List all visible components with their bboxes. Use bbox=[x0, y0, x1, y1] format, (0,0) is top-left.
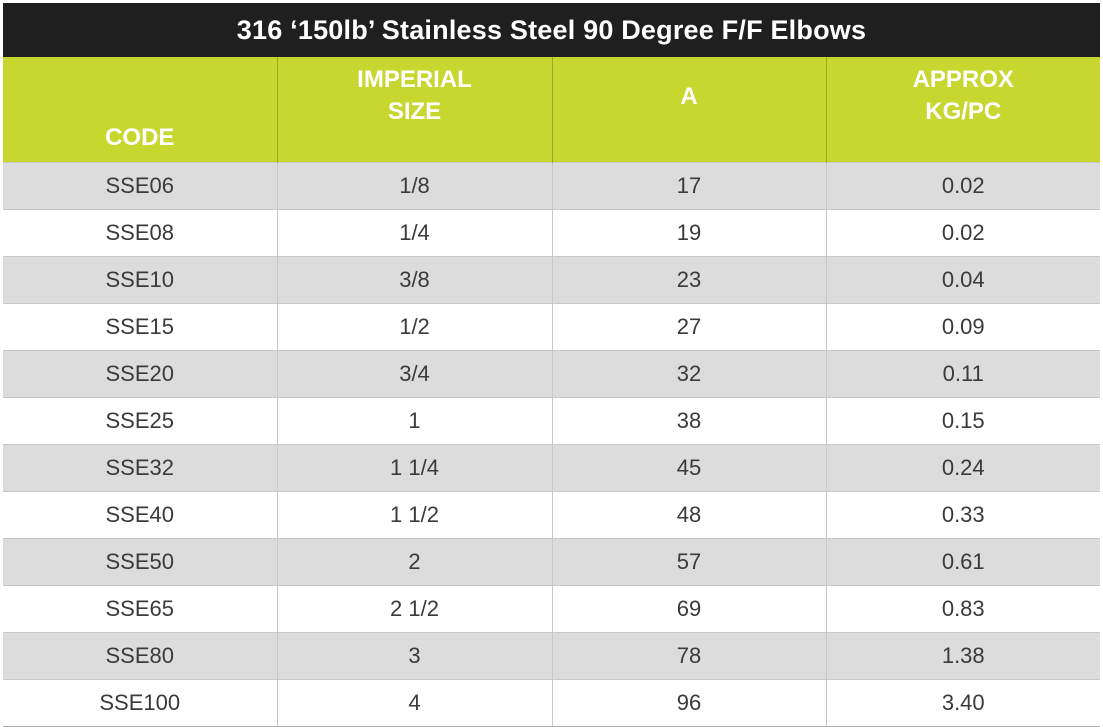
cell-imperial-size: 3/4 bbox=[276, 350, 552, 398]
cell-imperial-size: 2 1/2 bbox=[276, 585, 552, 633]
table-row: SSE100 4 96 3.40 bbox=[3, 679, 1100, 727]
header-approx-line1: APPROX bbox=[912, 66, 1014, 93]
cell-approx-kg: 0.04 bbox=[825, 256, 1100, 304]
cell-a: 48 bbox=[551, 491, 826, 539]
cell-code: SSE08 bbox=[3, 209, 277, 257]
header-imperial-size: IMPERIAL SIZE bbox=[276, 57, 552, 163]
cell-a: 19 bbox=[551, 209, 826, 257]
cell-a: 38 bbox=[551, 397, 826, 445]
cell-code: SSE06 bbox=[3, 162, 277, 210]
table-row: SSE15 1/2 27 0.09 bbox=[3, 303, 1100, 351]
cell-a: 23 bbox=[551, 256, 826, 304]
cell-code: SSE20 bbox=[3, 350, 277, 398]
cell-imperial-size: 1/8 bbox=[276, 162, 552, 210]
cell-imperial-size: 1/2 bbox=[276, 303, 552, 351]
table-body: SSE06 1/8 17 0.02 SSE08 1/4 19 0.02 SSE10 3/8 23 0.… bbox=[3, 162, 1100, 727]
table-row: SSE50 2 57 0.61 bbox=[3, 538, 1100, 586]
cell-imperial-size: 3/8 bbox=[276, 256, 552, 304]
elbows-table: CODE IMPERIAL SIZE A APPROX KG/PC SSE06 1… bbox=[3, 57, 1100, 727]
header-a-label: A bbox=[680, 83, 698, 110]
cell-imperial-size: 2 bbox=[276, 538, 552, 586]
cell-imperial-size: 4 bbox=[276, 679, 552, 727]
cell-a: 57 bbox=[551, 538, 826, 586]
table-row: SSE25 1 38 0.15 bbox=[3, 397, 1100, 445]
header-imperial-line2: SIZE bbox=[387, 98, 442, 125]
table-header: CODE IMPERIAL SIZE A APPROX KG/PC bbox=[3, 57, 1100, 163]
cell-a: 32 bbox=[551, 350, 826, 398]
cell-imperial-size: 1 1/4 bbox=[276, 444, 552, 492]
cell-approx-kg: 0.09 bbox=[825, 303, 1100, 351]
cell-code: SSE100 bbox=[3, 679, 277, 727]
cell-approx-kg: 1.38 bbox=[825, 632, 1100, 680]
cell-approx-kg: 0.24 bbox=[825, 444, 1100, 492]
cell-approx-kg: 0.15 bbox=[825, 397, 1100, 445]
cell-approx-kg: 0.61 bbox=[825, 538, 1100, 586]
cell-approx-kg: 0.02 bbox=[825, 162, 1100, 210]
cell-imperial-size: 3 bbox=[276, 632, 552, 680]
cell-code: SSE32 bbox=[3, 444, 277, 492]
cell-a: 45 bbox=[551, 444, 826, 492]
table-row: SSE08 1/4 19 0.02 bbox=[3, 209, 1100, 257]
table-row: SSE10 3/8 23 0.04 bbox=[3, 256, 1100, 304]
cell-approx-kg: 0.83 bbox=[825, 585, 1100, 633]
cell-code: SSE40 bbox=[3, 491, 277, 539]
cell-code: SSE65 bbox=[3, 585, 277, 633]
table-row: SSE65 2 1/2 69 0.83 bbox=[3, 585, 1100, 633]
cell-a: 27 bbox=[551, 303, 826, 351]
table-row: SSE20 3/4 32 0.11 bbox=[3, 350, 1100, 398]
cell-imperial-size: 1 1/2 bbox=[276, 491, 552, 539]
table-row: SSE80 3 78 1.38 bbox=[3, 632, 1100, 680]
cell-code: SSE10 bbox=[3, 256, 277, 304]
header-imperial-line1: IMPERIAL bbox=[357, 66, 472, 93]
cell-code: SSE80 bbox=[3, 632, 277, 680]
cell-code: SSE15 bbox=[3, 303, 277, 351]
cell-imperial-size: 1/4 bbox=[276, 209, 552, 257]
cell-a: 69 bbox=[551, 585, 826, 633]
cell-a: 17 bbox=[551, 162, 826, 210]
product-table-sheet: 316 ‘150lb’ Stainless Steel 90 Degree F/… bbox=[3, 3, 1100, 727]
table-row: SSE40 1 1/2 48 0.33 bbox=[3, 491, 1100, 539]
header-a: A bbox=[551, 57, 826, 163]
cell-approx-kg: 0.11 bbox=[825, 350, 1100, 398]
cell-approx-kg: 0.33 bbox=[825, 491, 1100, 539]
cell-a: 78 bbox=[551, 632, 826, 680]
table-title: 316 ‘150lb’ Stainless Steel 90 Degree F/… bbox=[3, 3, 1100, 57]
cell-code: SSE25 bbox=[3, 397, 277, 445]
header-approx-kg: APPROX KG/PC bbox=[825, 57, 1100, 163]
cell-code: SSE50 bbox=[3, 538, 277, 586]
header-approx-line2: KG/PC bbox=[925, 98, 1002, 125]
table-row: SSE06 1/8 17 0.02 bbox=[3, 162, 1100, 210]
header-code: CODE bbox=[3, 57, 277, 163]
cell-a: 96 bbox=[551, 679, 826, 727]
header-row: CODE IMPERIAL SIZE A APPROX KG/PC bbox=[3, 57, 1100, 163]
header-code-label: CODE bbox=[105, 124, 175, 151]
cell-approx-kg: 0.02 bbox=[825, 209, 1100, 257]
table-row: SSE32 1 1/4 45 0.24 bbox=[3, 444, 1100, 492]
cell-approx-kg: 3.40 bbox=[825, 679, 1100, 727]
cell-imperial-size: 1 bbox=[276, 397, 552, 445]
